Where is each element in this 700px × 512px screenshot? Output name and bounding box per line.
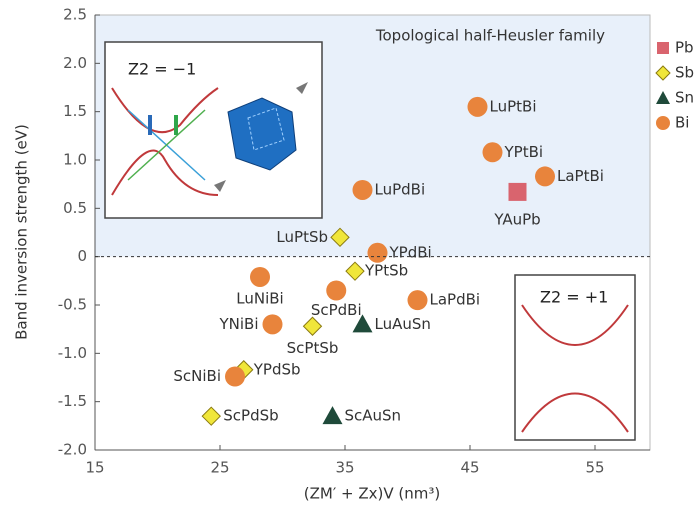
point [225,367,245,387]
point [326,281,346,301]
point-label: LaPdBi [430,291,481,309]
chart-title: Topological half-Heusler family [375,27,605,45]
x-tick-label: 45 [460,459,479,477]
point [304,317,322,335]
y-tick-label: -1.0 [58,344,87,362]
legend-marker [656,91,670,104]
point-label: YAuPb [493,210,540,228]
y-axis-label: Band inversion strength (eV) [13,124,31,340]
y-tick-label: -2.0 [58,441,87,459]
y-tick-label: 2.0 [63,54,87,72]
point-label: ScPdSb [223,407,278,425]
x-tick-label: 35 [335,459,354,477]
inset-trivial: Z2 = +1 [515,275,635,440]
point [323,406,343,424]
point-label: LuAuSn [375,315,431,333]
legend-marker [656,66,670,80]
point [250,267,270,287]
legend-marker [657,42,669,54]
point [509,183,527,201]
y-tick-label: -0.5 [58,296,87,314]
x-axis-label: (ZM′ + Zx)V (nm³) [304,485,440,503]
y-tick-label: 2.5 [63,6,87,24]
legend-label: Sn [675,89,694,107]
inset-title: Z2 = +1 [540,288,608,307]
legend-marker [656,116,670,130]
point [346,262,364,280]
x-tick-label: 25 [210,459,229,477]
point [368,243,388,263]
point-label: LuPdBi [375,180,426,198]
point-label: YPtSb [364,262,408,280]
point-label: LaPtBi [557,167,604,185]
x-tick-label: 15 [85,459,104,477]
point-label: YPdSb [253,360,301,378]
x-tick-label: 55 [585,459,604,477]
point-label: LuPtBi [490,97,537,115]
inset-title: Z2 = −1 [128,60,196,79]
y-tick-label: 0.5 [63,199,87,217]
point-label: YPdBi [389,243,432,261]
point-label: LuPtSb [276,228,328,246]
point [353,180,373,200]
point-label: YNiBi [218,315,258,333]
point-label: LuNiBi [236,289,283,307]
point-label: YPtBi [504,143,544,161]
point-label: ScPtSb [287,339,339,357]
chart: Topological half-Heusler family (ZM′ + Z… [0,0,700,512]
point [202,407,220,425]
y-tick-label: 0 [77,247,87,265]
point-label: ScAuSn [345,407,402,425]
legend-label: Bi [675,114,689,132]
point-label: ScNiBi [173,367,221,385]
y-tick-label: -1.5 [58,392,87,410]
legend-label: Sb [675,64,694,82]
point [468,97,488,117]
inset-nontrivial: Z2 = −1 [105,42,322,218]
point [483,142,503,162]
point-label: ScPdBi [311,301,362,319]
point [535,166,555,186]
legend-label: Pb [675,39,694,57]
y-tick-label: 1.0 [63,151,87,169]
y-tick-label: 1.5 [63,102,87,120]
point [263,314,283,334]
point [408,290,428,310]
